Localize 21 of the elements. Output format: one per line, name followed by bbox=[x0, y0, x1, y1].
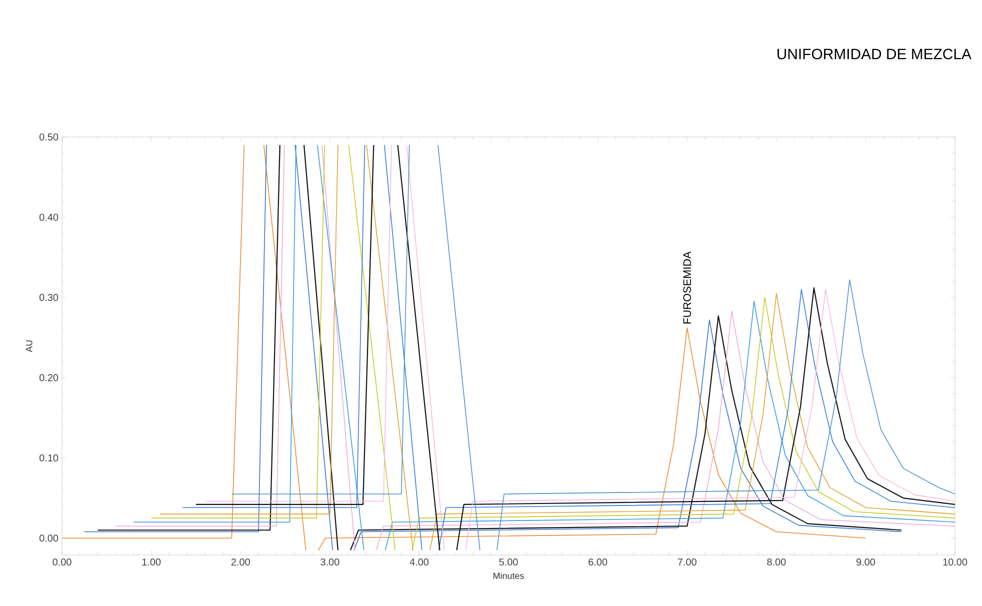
x-tick-label: 6.00 bbox=[588, 558, 608, 566]
x-tick-label: 5.00 bbox=[499, 558, 518, 566]
y-tick-label: 0.20 bbox=[39, 374, 58, 382]
x-tick-label: 10.00 bbox=[943, 558, 968, 566]
x-axis-title: Minutes bbox=[494, 572, 524, 579]
x-tick-label: 9.00 bbox=[856, 558, 876, 566]
x-tick-label: 7.00 bbox=[678, 558, 696, 566]
y-axis-title: AU bbox=[26, 340, 32, 352]
x-tick-label: 3.00 bbox=[320, 558, 340, 566]
chart-title: UNIFORMIDAD DE MEZCLA bbox=[778, 48, 972, 60]
y-tick-label: 0.50 bbox=[39, 133, 58, 141]
x-tick-label: 2.00 bbox=[231, 558, 250, 566]
x-tick-label: 0.00 bbox=[52, 558, 72, 566]
x-tick-label: 8.00 bbox=[767, 558, 786, 566]
x-tick-label: 4.00 bbox=[410, 558, 429, 566]
y-tick-label: 0.00 bbox=[39, 534, 58, 542]
y-tick-label: 0.10 bbox=[39, 454, 58, 462]
y-tick-label: 0.40 bbox=[39, 214, 58, 221]
x-tick-label: 1.00 bbox=[142, 558, 161, 566]
y-tick-label: 0.30 bbox=[39, 294, 58, 301]
annotation: FUROSEMIDA bbox=[683, 251, 691, 324]
